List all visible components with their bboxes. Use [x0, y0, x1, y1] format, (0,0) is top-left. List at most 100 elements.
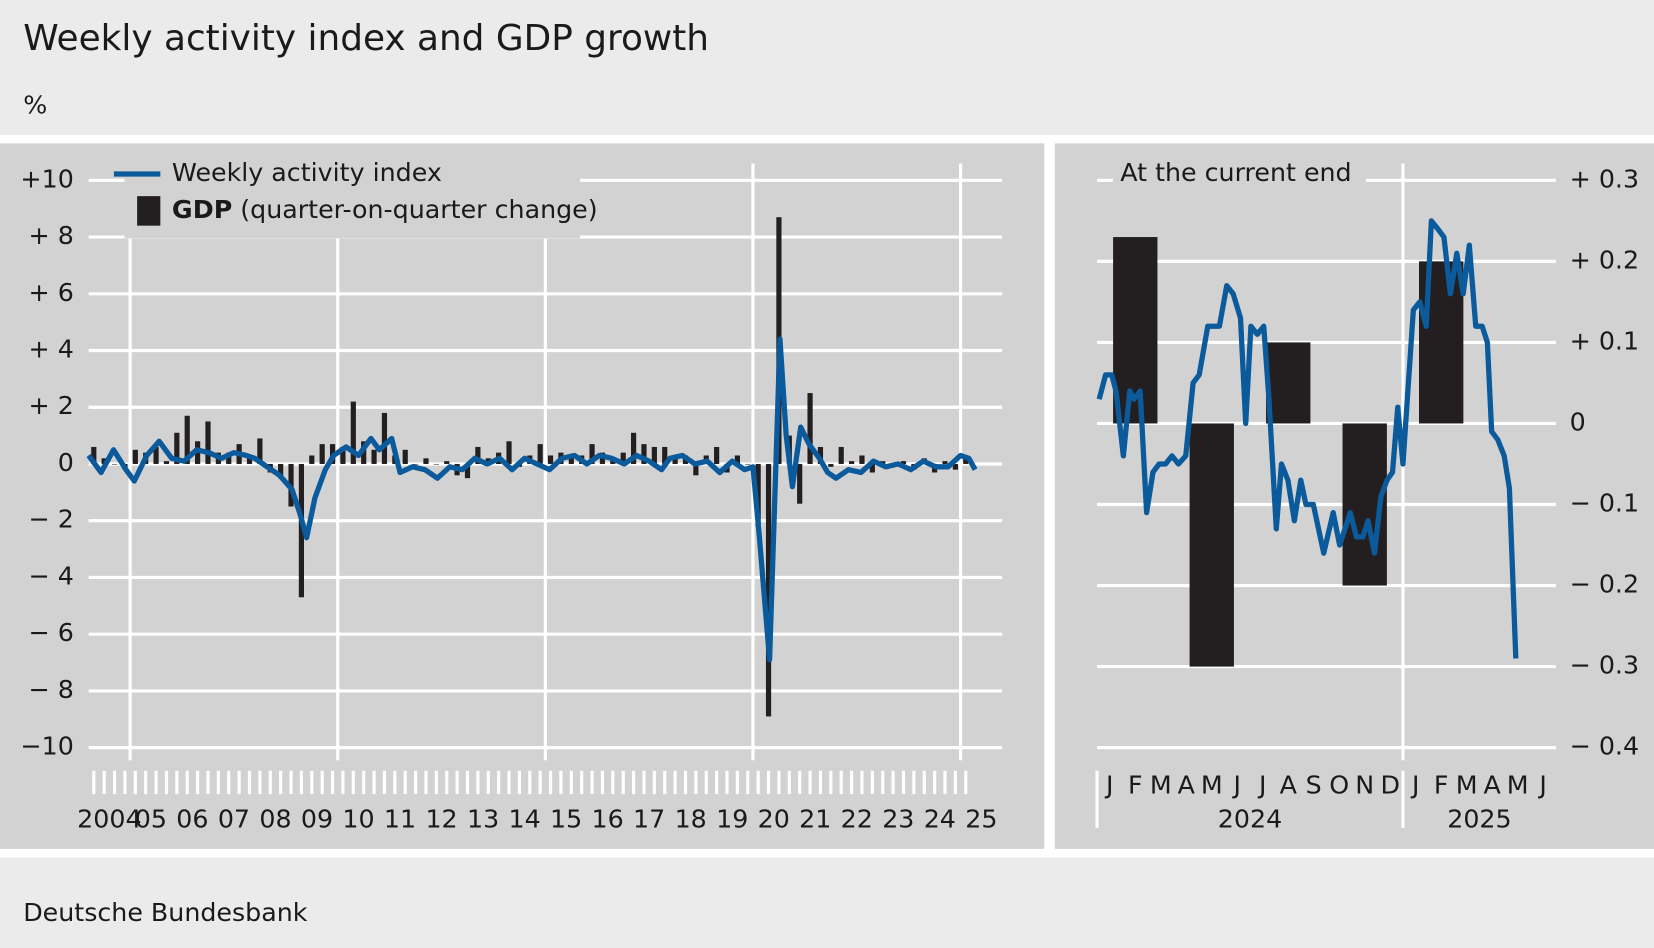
y-tick-label: 0: [1570, 407, 1586, 436]
x-tick-label: M: [1201, 771, 1223, 800]
y-tick-label: − 0.3: [1570, 651, 1639, 680]
x-tick-label: 10: [342, 804, 374, 833]
x-tick-label: 11: [384, 804, 416, 833]
x-tick-label: O: [1329, 771, 1349, 800]
panel: [0, 143, 1045, 849]
y-tick-label: − 4: [28, 561, 73, 590]
x-tick-label: 24: [924, 804, 956, 833]
x-tick-label: J: [1104, 771, 1113, 800]
bar: [662, 446, 668, 464]
x-tick-label: S: [1306, 771, 1322, 800]
y-tick-label: − 0.4: [1570, 732, 1639, 761]
bar: [630, 432, 637, 464]
x-tick-label: J: [1257, 771, 1266, 800]
bar: [807, 393, 813, 464]
y-tick-label: − 6: [28, 618, 73, 647]
y-tick-label: + 0.3: [1570, 164, 1639, 193]
bar: [184, 415, 190, 464]
bar: [111, 463, 118, 465]
y-tick-label: − 2: [28, 505, 73, 534]
legend-label: GDP (quarter-on-quarter change): [172, 195, 598, 224]
bar: [589, 444, 595, 464]
y-tick-label: −10: [20, 732, 73, 761]
x-tick-label: J: [1537, 771, 1546, 800]
x-tick-label: 17: [633, 804, 665, 833]
x-tick-label: 25: [965, 804, 997, 833]
x-tick-label: 22: [841, 804, 873, 833]
bar: [423, 458, 429, 464]
x-tick-label: J: [1410, 771, 1419, 800]
unit-label: %: [23, 91, 47, 120]
bar: [952, 463, 958, 470]
bar: [153, 446, 159, 464]
y-tick-label: − 0.1: [1570, 489, 1639, 518]
y-tick-label: +10: [20, 164, 73, 193]
x-tick-label: 19: [716, 804, 748, 833]
y-tick-label: + 8: [28, 221, 73, 250]
chart-current-end: + 0.3+ 0.2+ 0.10− 0.1− 0.2− 0.3− 0.4J F M A…: [1095, 156, 1639, 833]
bar: [413, 463, 419, 465]
bar: [1113, 237, 1158, 424]
bar: [506, 441, 512, 464]
bar: [174, 432, 180, 464]
bar: [1189, 423, 1234, 667]
x-tick-label: 12: [425, 804, 457, 833]
bar: [444, 461, 450, 464]
bar: [433, 463, 439, 465]
x-tick-label: D: [1380, 771, 1399, 800]
y-tick-label: + 4: [28, 335, 73, 364]
chart-title: At the current end: [1120, 158, 1351, 187]
bar: [371, 449, 377, 464]
title: Weekly activity index and GDP growth: [23, 18, 709, 59]
x-tick-label: 13: [467, 804, 499, 833]
bar: [340, 446, 346, 464]
bar: [869, 463, 875, 473]
x-tick-label: A: [1280, 771, 1298, 800]
x-tick-label: A: [1484, 771, 1502, 800]
x-tick-label: 15: [550, 804, 582, 833]
bar: [309, 455, 315, 464]
bar: [745, 463, 751, 465]
x-tick-label: 20: [758, 804, 790, 833]
y-tick-label: + 0.2: [1570, 245, 1639, 274]
bar: [132, 449, 138, 464]
bar: [475, 446, 481, 464]
x-tick-label: 08: [259, 804, 291, 833]
legend-swatch: [137, 196, 161, 226]
x-tick-label: 21: [799, 804, 831, 833]
bar: [651, 446, 657, 464]
bar: [838, 446, 844, 464]
x-tick-label: M: [1150, 771, 1172, 800]
x-tick-label: 18: [675, 804, 707, 833]
bar: [734, 455, 740, 464]
bar: [537, 444, 543, 464]
bar: [350, 401, 356, 464]
x-tick-label: 2004: [77, 804, 141, 833]
x-tick-label: M: [1507, 771, 1529, 800]
bar: [620, 452, 626, 464]
y-tick-label: 0: [58, 448, 74, 477]
bar: [797, 463, 803, 504]
bar: [765, 463, 772, 717]
bar: [547, 455, 554, 464]
bar: [848, 461, 855, 464]
x-tick-label: M: [1456, 771, 1478, 800]
line: [86, 336, 978, 663]
bar: [693, 463, 699, 476]
y-tick-label: + 0.1: [1570, 326, 1639, 355]
x-tick-label: N: [1355, 771, 1374, 800]
bar: [226, 452, 232, 464]
bar: [464, 463, 471, 479]
bar: [859, 455, 865, 464]
x-group-label: 2024: [1218, 804, 1282, 833]
bar: [319, 444, 325, 464]
x-tick-label: 05: [135, 804, 167, 833]
bar: [568, 455, 574, 464]
bar: [942, 461, 948, 464]
bar: [402, 449, 408, 464]
bar: [828, 463, 834, 467]
x-tick-label: 14: [508, 804, 540, 833]
